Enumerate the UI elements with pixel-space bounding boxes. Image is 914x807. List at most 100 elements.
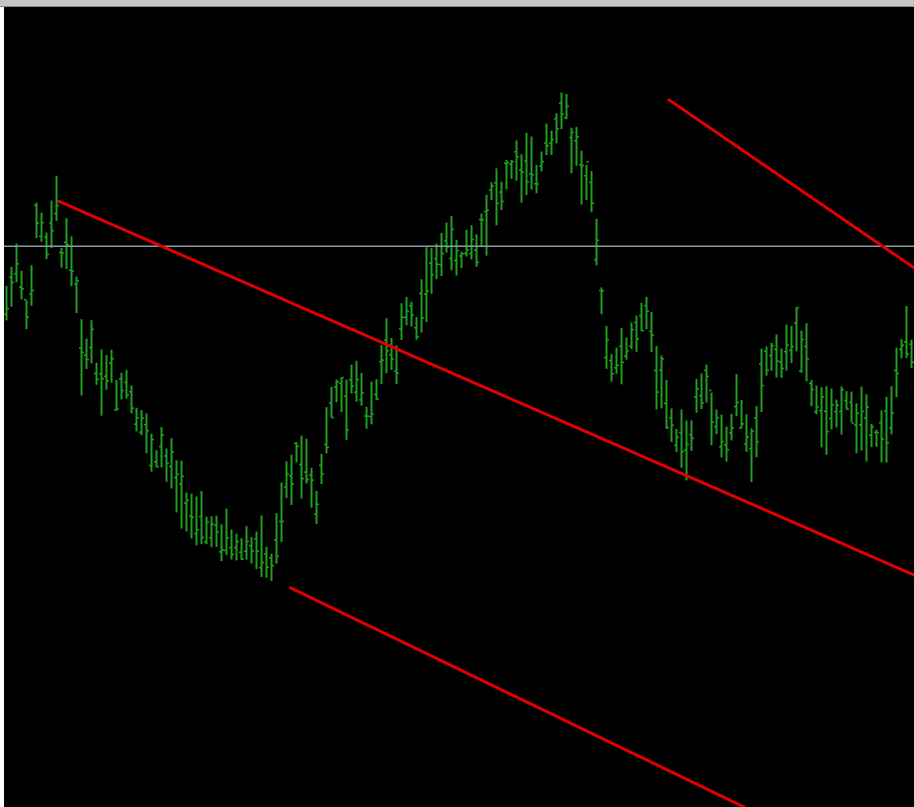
- price-bar: [159, 426, 164, 468]
- price-bar: [9, 266, 14, 307]
- price-bar: [599, 287, 604, 315]
- price-bar: [564, 93, 569, 120]
- price-bar: [394, 345, 399, 384]
- price-bar: [234, 533, 239, 561]
- price-bar: [684, 420, 689, 481]
- price-bar: [314, 490, 319, 525]
- price-bar: [729, 413, 734, 441]
- price-bar: [634, 315, 639, 352]
- price-bars: [4, 92, 914, 582]
- price-bar: [109, 349, 114, 383]
- price-bar: [459, 251, 464, 269]
- price-bar: [79, 319, 84, 396]
- price-bar: [609, 354, 614, 382]
- plot-background: [4, 7, 914, 807]
- price-bar: [884, 396, 889, 463]
- price-bar: [829, 388, 834, 430]
- price-bar: [494, 168, 499, 226]
- chart-plot-area[interactable]: [4, 7, 914, 807]
- price-bar: [229, 529, 234, 560]
- price-bar: [629, 322, 634, 350]
- price-bar: [844, 391, 849, 411]
- price-bar: [799, 330, 804, 373]
- price-bar: [869, 423, 874, 448]
- channel-line-lower[interactable]: [289, 586, 746, 807]
- price-bar: [264, 546, 269, 578]
- price-bar: [624, 337, 629, 360]
- price-bar: [819, 387, 824, 448]
- price-bar: [839, 386, 844, 435]
- price-bar: [804, 323, 809, 382]
- price-bar: [479, 213, 484, 247]
- price-bar: [309, 467, 314, 508]
- price-bar: [699, 373, 704, 410]
- price-bar: [169, 438, 174, 489]
- price-bar: [404, 296, 409, 326]
- price-bar: [514, 140, 519, 181]
- price-bar: [174, 460, 179, 513]
- price-bar: [114, 380, 119, 411]
- price-bar: [419, 279, 424, 333]
- price-bar: [39, 212, 44, 242]
- price-bar: [674, 429, 679, 452]
- price-chart: [4, 7, 914, 807]
- price-bar: [444, 222, 449, 253]
- price-bar: [279, 482, 284, 542]
- price-bar: [194, 496, 199, 546]
- price-bar: [764, 346, 769, 376]
- price-bar: [664, 379, 669, 429]
- price-bar: [34, 202, 39, 239]
- price-bar: [24, 299, 29, 330]
- price-bar: [89, 320, 94, 364]
- price-bar: [269, 553, 274, 582]
- price-bar: [499, 181, 504, 211]
- price-bar: [464, 229, 469, 257]
- price-bar: [274, 513, 279, 564]
- price-bar: [19, 270, 24, 300]
- price-bar: [824, 386, 829, 455]
- price-bar: [849, 391, 854, 424]
- price-bar: [374, 379, 379, 401]
- channel-line-middle[interactable]: [57, 199, 914, 577]
- price-bar: [859, 386, 864, 451]
- price-bar: [144, 413, 149, 454]
- price-bar: [719, 414, 724, 458]
- price-bar: [199, 490, 204, 545]
- price-bar: [774, 334, 779, 378]
- price-bar: [554, 113, 559, 144]
- price-bar: [379, 344, 384, 385]
- price-bar: [789, 325, 794, 364]
- price-bar: [434, 243, 439, 280]
- price-bar: [644, 296, 649, 330]
- price-bar: [134, 407, 139, 432]
- price-bar: [534, 164, 539, 194]
- price-bar: [894, 347, 899, 398]
- price-bar: [94, 362, 99, 385]
- price-bar: [889, 386, 894, 435]
- price-bar: [714, 409, 719, 435]
- price-bar: [669, 408, 674, 442]
- price-bar: [864, 394, 869, 462]
- price-bar: [319, 453, 324, 485]
- price-bar: [589, 171, 594, 213]
- price-bar: [249, 536, 254, 564]
- price-bar: [4, 285, 9, 321]
- window-left-border: [0, 7, 4, 807]
- price-bar: [579, 150, 584, 205]
- price-bar: [794, 306, 799, 352]
- price-bar: [344, 379, 349, 440]
- price-bar: [639, 302, 644, 332]
- price-bar: [754, 406, 759, 458]
- price-bar: [469, 225, 474, 260]
- price-bar: [604, 325, 609, 369]
- price-bar: [59, 247, 64, 268]
- channel-line-upper[interactable]: [667, 98, 914, 270]
- price-bar: [409, 301, 414, 327]
- price-bar: [659, 355, 664, 409]
- price-bar: [529, 136, 534, 190]
- price-bar: [149, 433, 154, 472]
- price-bar: [294, 442, 299, 463]
- price-bar: [254, 531, 259, 570]
- price-bar: [784, 324, 789, 371]
